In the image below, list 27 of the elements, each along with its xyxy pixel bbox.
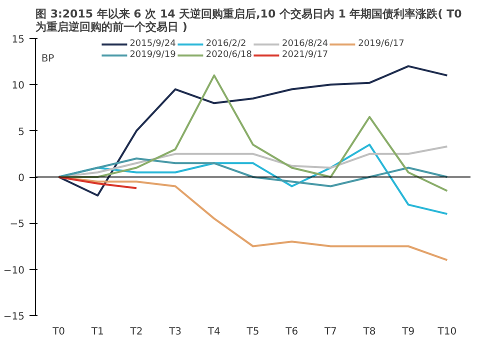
x-tick-label: T8 (362, 326, 376, 338)
y-axis-title: BP (41, 54, 54, 64)
y-tick-label: 10 (12, 80, 25, 92)
legend-label: 2021/9/17 (282, 50, 328, 60)
y-tick-label: 0 (18, 173, 25, 184)
legend-label: 2019/6/17 (358, 39, 404, 49)
legend-label: 2016/2/2 (206, 39, 246, 49)
x-tick-label: T2 (129, 326, 143, 338)
y-tick-label: −5 (10, 219, 25, 230)
x-tick-label: T10 (436, 326, 457, 338)
legend-label: 2020/6/18 (206, 50, 252, 60)
y-tick-label: −10 (3, 265, 25, 276)
x-tick-label: T9 (401, 326, 415, 338)
y-tick-label: −15 (3, 312, 25, 322)
x-tick-label: T5 (246, 326, 260, 338)
legend-label: 2016/8/24 (282, 39, 328, 49)
chart-title: 图 3:2015 年以来 6 次 14 天逆回购重启后,10 个交易日内 1 年期国债利率涨跌( T0 为重启逆回购的前一个交易日 ) (36, 8, 462, 34)
x-tick-label: T1 (90, 326, 104, 338)
x-tick-label: T7 (323, 326, 337, 338)
x-tick-label: T0 (52, 326, 66, 338)
legend-label: 2019/9/19 (130, 50, 176, 60)
x-tick-label: T6 (284, 326, 298, 338)
y-tick-label: 5 (18, 126, 25, 138)
x-tick-label: T3 (168, 326, 182, 338)
y-tick-label: 15 (12, 34, 25, 46)
x-tick-label: T4 (206, 326, 220, 338)
legend-label: 2015/9/24 (130, 39, 176, 49)
